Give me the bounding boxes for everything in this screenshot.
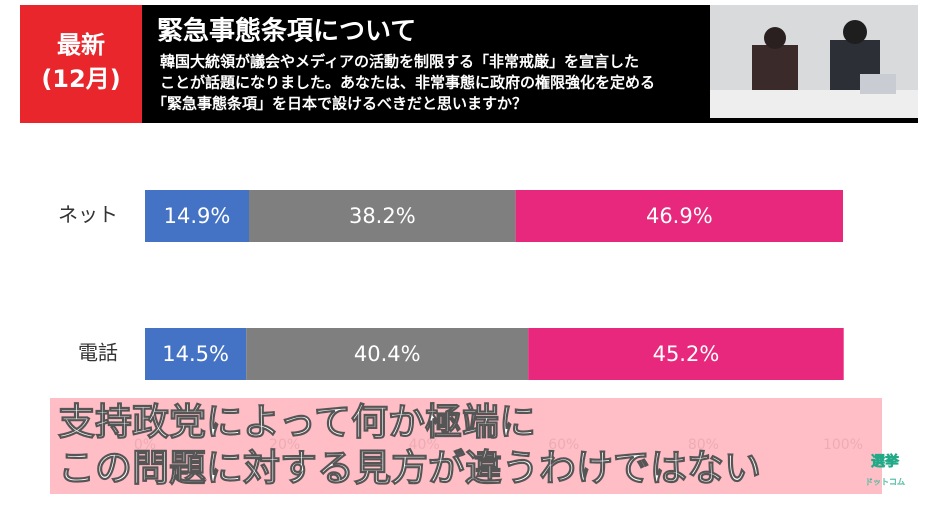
category-label: 電話 — [78, 341, 118, 365]
bar-segment — [515, 190, 843, 242]
value-label: 14.9% — [164, 204, 231, 228]
video-inset — [710, 5, 918, 118]
person-head — [764, 27, 786, 49]
caption-line: この問題に対する見方が違うわけではない — [58, 447, 761, 490]
value-label: 46.9% — [646, 204, 713, 228]
header-body: 韓国大統領が議会やメディアの活動を制限する「非常戒厳」を宣言した — [160, 53, 639, 71]
value-label: 40.4% — [354, 342, 421, 366]
desk — [710, 90, 918, 118]
category-label: ネット — [58, 203, 118, 227]
value-label: 38.2% — [349, 204, 416, 228]
header-body: 「緊急事態条項」を日本で設けるべきだと思いますか？ — [152, 95, 527, 113]
bar-segment — [145, 190, 250, 242]
badge-text: (12月) — [41, 65, 120, 93]
header-title: 緊急事態条項について — [157, 16, 416, 47]
badge-text: 最新 — [57, 31, 105, 59]
logo: ドットコム — [865, 478, 905, 487]
caption-box — [50, 398, 882, 494]
logo: 選挙 — [871, 453, 900, 470]
person-head — [843, 20, 867, 44]
header-body: ことが話題になりました。あなたは、非常事態に政府の権限強化を定める — [160, 74, 655, 92]
bar-segment — [145, 328, 247, 380]
caption-line: 支持政党によって何か極端に — [58, 401, 536, 444]
badge — [20, 5, 142, 123]
value-label: 45.2% — [653, 342, 720, 366]
person — [752, 45, 798, 90]
laptop — [860, 74, 896, 94]
bar-segment — [528, 328, 844, 380]
bar-segment — [246, 328, 529, 380]
value-label: 14.5% — [162, 342, 229, 366]
bar-segment — [249, 190, 516, 242]
